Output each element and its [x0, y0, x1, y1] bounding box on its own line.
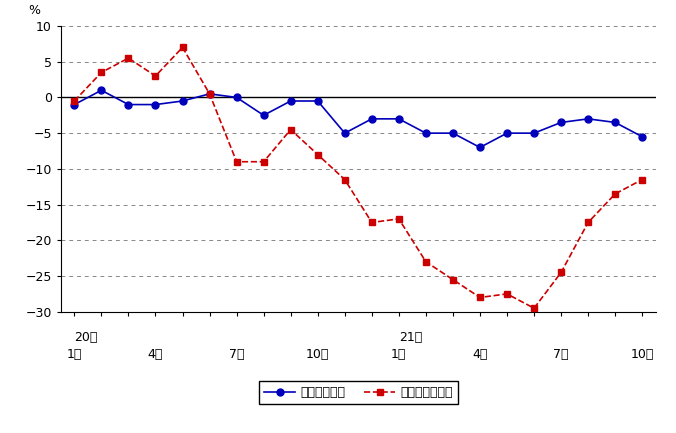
総実労働時間 [368, 116, 376, 121]
総実労働時間 [206, 91, 214, 97]
所定外労働時間 [233, 159, 241, 165]
所定外労働時間 [70, 98, 78, 103]
所定外労働時間 [368, 220, 376, 225]
所定外労働時間 [97, 70, 105, 75]
Legend: 総実労働時間, 所定外労働時間: 総実労働時間, 所定外労働時間 [259, 381, 458, 404]
所定外労働時間 [206, 91, 214, 97]
総実労働時間 [395, 116, 403, 121]
所定外労働時間 [557, 270, 565, 275]
Text: 10月: 10月 [306, 348, 329, 361]
Line: 総実労働時間: 総実労働時間 [71, 87, 646, 151]
総実労働時間 [422, 131, 430, 136]
総実労働時間 [449, 131, 457, 136]
所定外労働時間 [151, 74, 160, 79]
総実労働時間 [530, 131, 538, 136]
Text: 7月: 7月 [229, 348, 244, 361]
総実労働時間 [178, 98, 187, 103]
総実労働時間 [260, 113, 268, 118]
総実労働時間 [476, 145, 484, 150]
総実労働時間 [557, 120, 565, 125]
総実労働時間 [314, 98, 322, 103]
所定外労働時間 [638, 177, 646, 182]
Text: 7月: 7月 [554, 348, 569, 361]
所定外労働時間 [422, 259, 430, 264]
総実労働時間 [611, 120, 619, 125]
Text: 1月: 1月 [67, 348, 82, 361]
総実労働時間 [233, 95, 241, 100]
総実労働時間 [124, 102, 132, 107]
所定外労働時間 [260, 159, 268, 165]
所定外労働時間 [314, 152, 322, 157]
総実労働時間 [638, 134, 646, 139]
総実労働時間 [97, 87, 105, 93]
総実労働時間 [341, 131, 349, 136]
Text: 4月: 4月 [473, 348, 487, 361]
Line: 所定外労働時間: 所定外労働時間 [71, 44, 646, 312]
所定外労働時間 [611, 191, 619, 197]
総実労働時間 [584, 116, 592, 121]
総実労働時間 [287, 98, 295, 103]
Text: 20年: 20年 [74, 331, 98, 344]
所定外労働時間 [341, 177, 349, 182]
Text: 1月: 1月 [391, 348, 406, 361]
総実労働時間 [151, 102, 160, 107]
Text: 10月: 10月 [631, 348, 654, 361]
Text: 4月: 4月 [148, 348, 163, 361]
所定外労働時間 [476, 295, 484, 300]
総実労働時間 [70, 102, 78, 107]
総実労働時間 [503, 131, 511, 136]
所定外労働時間 [287, 127, 295, 132]
所定外労働時間 [530, 306, 538, 311]
所定外労働時間 [449, 277, 457, 282]
所定外労働時間 [503, 291, 511, 297]
所定外労働時間 [124, 55, 132, 61]
Text: 21年: 21年 [399, 331, 422, 344]
所定外労働時間 [584, 220, 592, 225]
Text: %: % [28, 4, 40, 17]
所定外労働時間 [178, 45, 187, 50]
所定外労働時間 [395, 216, 403, 222]
